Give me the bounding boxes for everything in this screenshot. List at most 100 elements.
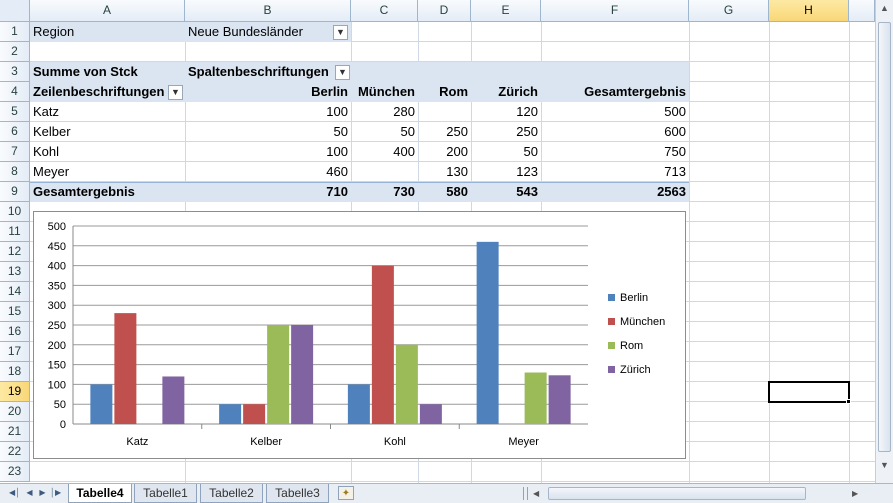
bar-münchen-kelber[interactable]: [243, 404, 266, 424]
row-header-1[interactable]: 1: [0, 22, 30, 42]
row-header-16[interactable]: 16: [0, 322, 30, 342]
row-header-10[interactable]: 10: [0, 202, 30, 222]
bar-zürich-katz[interactable]: [162, 376, 185, 424]
pivot-cell[interactable]: 400: [393, 144, 415, 159]
bar-berlin-kelber[interactable]: [219, 404, 242, 424]
bar-rom-meyer[interactable]: [524, 372, 547, 424]
horizontal-scroll-thumb[interactable]: [548, 487, 806, 500]
next-sheet-icon[interactable]: ▶: [39, 488, 46, 497]
column-header-g[interactable]: G: [689, 0, 769, 22]
filter-icon[interactable]: ▼: [333, 25, 348, 40]
prev-sheet-icon[interactable]: ◀: [26, 488, 33, 497]
pivot-cell[interactable]: 460: [326, 164, 348, 179]
pivot-cell[interactable]: 600: [664, 124, 686, 139]
column-header-next[interactable]: [849, 0, 875, 22]
row-header-21[interactable]: 21: [0, 422, 30, 442]
pivot-cell[interactable]: 200: [446, 144, 468, 159]
pivot-total-cell[interactable]: 543: [516, 184, 538, 199]
column-header-d[interactable]: D: [418, 0, 471, 22]
pivot-cell[interactable]: [418, 102, 471, 122]
row-header-7[interactable]: 7: [0, 142, 30, 162]
active-cell[interactable]: [768, 381, 850, 403]
column-header-a[interactable]: A: [30, 0, 185, 22]
row-header-15[interactable]: 15: [0, 302, 30, 322]
row-header-12[interactable]: 12: [0, 242, 30, 262]
bar-münchen-kohl[interactable]: [371, 265, 394, 424]
bar-berlin-katz[interactable]: [90, 384, 113, 424]
pivot-cell[interactable]: 250: [516, 124, 538, 139]
pivot-cell[interactable]: 130: [446, 164, 468, 179]
pivot-cell[interactable]: 100: [326, 144, 348, 159]
column-header-e[interactable]: E: [471, 0, 541, 22]
pivot-cell[interactable]: 50: [400, 124, 415, 139]
row-header-17[interactable]: 17: [0, 342, 30, 362]
pivot-cell[interactable]: [351, 162, 418, 182]
tab-tabelle2[interactable]: Tabelle2: [200, 484, 263, 503]
row-header-13[interactable]: 13: [0, 262, 30, 282]
row-header-9[interactable]: 9: [0, 182, 30, 202]
row-header-5[interactable]: 5: [0, 102, 30, 122]
vertical-scrollbar[interactable]: ▲ ▼: [875, 0, 893, 483]
column-header-c[interactable]: C: [351, 0, 418, 22]
pivot-total-label[interactable]: Gesamtergebnis: [33, 184, 135, 199]
pivot-cell[interactable]: 750: [664, 144, 686, 159]
pivot-total-cell[interactable]: 2563: [657, 184, 686, 199]
fill-handle[interactable]: [846, 399, 851, 404]
pivot-total-cell[interactable]: 710: [326, 184, 348, 199]
scroll-down-icon[interactable]: ▼: [880, 460, 889, 470]
row-header-14[interactable]: 14: [0, 282, 30, 302]
pivot-row-label[interactable]: Meyer: [33, 164, 70, 179]
last-sheet-icon[interactable]: │▶: [50, 488, 62, 497]
tab-split-handle[interactable]: [523, 487, 528, 500]
row-header-20[interactable]: 20: [0, 402, 30, 422]
dropdown-icon[interactable]: ▼: [335, 65, 350, 80]
row-header-19[interactable]: 19: [0, 382, 30, 402]
bar-rom-kohl[interactable]: [395, 344, 418, 424]
scroll-up-icon[interactable]: ▲: [880, 3, 889, 13]
pivot-row-label[interactable]: Kohl: [33, 144, 60, 159]
pivot-cell[interactable]: 50: [523, 144, 538, 159]
pivot-cell[interactable]: 120: [516, 104, 538, 119]
pivot-row-label[interactable]: Kelber: [33, 124, 71, 139]
row-header-8[interactable]: 8: [0, 162, 30, 182]
bar-zürich-meyer[interactable]: [548, 375, 571, 424]
pivot-cell[interactable]: 713: [664, 164, 686, 179]
row-header-2[interactable]: 2: [0, 42, 30, 62]
pivot-row-label[interactable]: Katz: [33, 104, 60, 119]
pivot-cell[interactable]: 50: [333, 124, 348, 139]
pivot-total-cell[interactable]: 580: [446, 184, 468, 199]
filter-value[interactable]: Neue Bundesländer: [188, 24, 303, 39]
column-header-f[interactable]: F: [541, 0, 689, 22]
pivot-chart[interactable]: 0 50 100 150 200 250 300 350 400 450 500 Katz Kelbe…: [33, 211, 687, 460]
first-sheet-icon[interactable]: ◀│: [9, 488, 21, 497]
bar-zürich-kohl[interactable]: [419, 404, 442, 424]
column-header-b[interactable]: B: [185, 0, 351, 22]
bar-münchen-katz[interactable]: [114, 313, 137, 424]
row-header-3[interactable]: 3: [0, 62, 30, 82]
pivot-cell[interactable]: 123: [516, 164, 538, 179]
pivot-cell[interactable]: 500: [664, 104, 686, 119]
row-header-22[interactable]: 22: [0, 442, 30, 462]
row-header-18[interactable]: 18: [0, 362, 30, 382]
pivot-total-cell[interactable]: 730: [393, 184, 415, 199]
pivot-cell[interactable]: 100: [326, 104, 348, 119]
pivot-cell[interactable]: 250: [446, 124, 468, 139]
pivot-cell[interactable]: 280: [393, 104, 415, 119]
row-header-4[interactable]: 4: [0, 82, 30, 102]
tab-tabelle4[interactable]: Tabelle4: [68, 484, 132, 503]
bar-berlin-kohl[interactable]: [347, 384, 370, 424]
bar-rom-kelber[interactable]: [267, 325, 290, 424]
bar-zürich-kelber[interactable]: [291, 325, 314, 424]
column-header-h[interactable]: H: [769, 0, 849, 22]
dropdown-icon[interactable]: ▼: [168, 85, 183, 100]
row-header-6[interactable]: 6: [0, 122, 30, 142]
scroll-left-icon[interactable]: ◀: [533, 489, 540, 498]
tab-tabelle3[interactable]: Tabelle3: [266, 484, 329, 503]
insert-sheet-icon[interactable]: ✦: [338, 486, 354, 500]
scroll-right-icon[interactable]: ▶: [852, 489, 859, 498]
row-header-11[interactable]: 11: [0, 222, 30, 242]
select-all-corner[interactable]: [0, 0, 30, 22]
bar-berlin-meyer[interactable]: [476, 241, 499, 424]
tab-tabelle1[interactable]: Tabelle1: [134, 484, 197, 503]
row-header-23[interactable]: 23: [0, 462, 30, 482]
